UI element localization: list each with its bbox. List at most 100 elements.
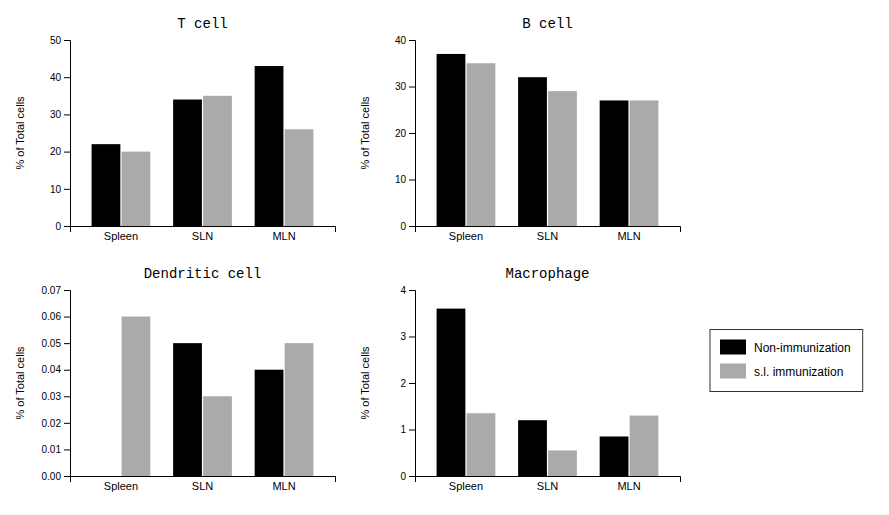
tick-label: MLN [617, 230, 640, 242]
tick: 40 [395, 35, 415, 46]
tick: 10 [395, 174, 415, 185]
tick: SLN [537, 480, 558, 492]
tick-label: Spleen [449, 230, 483, 242]
bar [122, 152, 151, 226]
bar [203, 96, 232, 226]
series [122, 96, 314, 226]
tick-label: 3 [400, 331, 406, 342]
axis-line [64, 41, 71, 227]
tick: Spleen [104, 230, 138, 242]
tick-mark [64, 152, 70, 153]
tick-mark [64, 423, 70, 424]
tick-mark [64, 317, 70, 318]
tick-label: 0 [400, 471, 406, 482]
x-axis: SpleenSLNMLN [416, 477, 681, 492]
tick-label: Spleen [104, 230, 138, 242]
series [92, 66, 284, 226]
tick-mark [64, 476, 70, 477]
tick-mark [64, 226, 70, 227]
tick-label: 4 [400, 285, 406, 296]
tick-label: 0 [55, 221, 61, 232]
tick: 50 [50, 35, 70, 46]
tick: 2 [400, 378, 415, 389]
y-axis: 0 1 2 3 4 [400, 285, 415, 482]
tick-label: Spleen [449, 480, 483, 492]
tick: 0 [400, 471, 415, 482]
axis-title: % of Total cells [14, 346, 26, 420]
tick-label: SLN [537, 230, 558, 242]
tick: 0.04 [42, 364, 70, 375]
series [467, 413, 659, 476]
legend-label: Non-immunization [754, 341, 851, 355]
legend-swatch [720, 340, 746, 355]
bar [255, 66, 284, 226]
tick-mark [409, 476, 415, 477]
tick-mark [409, 226, 415, 227]
tick-label: MLN [272, 480, 295, 492]
legend-swatch [720, 364, 746, 379]
tick: MLN [617, 230, 640, 242]
tick-label: Spleen [104, 480, 138, 492]
bar [548, 91, 577, 226]
tick-label: 1 [400, 424, 406, 435]
tick: 4 [400, 285, 415, 296]
bar [518, 420, 547, 476]
bar [548, 450, 577, 476]
tick: MLN [272, 480, 295, 492]
tick: MLN [272, 230, 295, 242]
bar [467, 63, 496, 226]
bar [122, 317, 151, 476]
tick: 20 [50, 146, 70, 157]
tick-label: 0.06 [42, 311, 62, 322]
title: Dendritic cell [144, 266, 262, 282]
bars [437, 54, 659, 226]
bar [173, 100, 202, 226]
tick-mark [409, 383, 415, 384]
bar [285, 343, 314, 476]
tick: SLN [192, 480, 213, 492]
title: B cell [522, 16, 572, 32]
legend-frame [710, 330, 863, 392]
axis-line [409, 41, 416, 227]
bar [467, 413, 496, 476]
tick: 30 [50, 109, 70, 120]
axis-title: % of Total cells [14, 96, 26, 170]
bar [437, 54, 466, 226]
bar [203, 396, 232, 476]
tick-label: 10 [50, 184, 62, 195]
tick: 0.01 [42, 444, 70, 455]
tick: Spleen [449, 480, 483, 492]
tick: 30 [395, 81, 415, 92]
y-axis: 01020304050 [50, 35, 71, 232]
tick-label: SLN [192, 480, 213, 492]
tick: 0 [400, 221, 415, 232]
tick: SLN [537, 230, 558, 242]
tick-label: 0.02 [42, 418, 62, 429]
y-axis: 010203040 [395, 35, 416, 232]
tick-label: 30 [50, 109, 62, 120]
tick-mark [64, 290, 70, 291]
y-axis: 0.000.010.020.030.040.050.060.07 [42, 285, 71, 482]
tick-label: 0 [400, 221, 406, 232]
bars [122, 317, 314, 476]
tick-label: 0.04 [42, 364, 62, 375]
tick-label: 2 [400, 378, 406, 389]
bar [255, 370, 284, 476]
tick-label: 0.03 [42, 391, 62, 402]
tick-label: 50 [50, 35, 62, 46]
tick-label: 40 [395, 35, 407, 46]
legend: Non-immunizations.l. immunization [710, 330, 863, 392]
tick-mark [409, 290, 415, 291]
axis-line [409, 291, 416, 477]
tick-mark [409, 87, 415, 88]
panel: 01234SpleenSLNMLNMacrophage% of Total ce… [359, 266, 681, 492]
tick: Spleen [104, 480, 138, 492]
series [467, 63, 659, 226]
x-axis: Spleen SLN MLN [71, 477, 336, 492]
tick-mark [64, 343, 70, 344]
tick-mark [64, 370, 70, 371]
x-axis: SpleenSLNMLN [71, 227, 336, 242]
tick-label: SLN [537, 480, 558, 492]
axis-title: % of Total cells [359, 96, 371, 170]
bar [518, 77, 547, 226]
